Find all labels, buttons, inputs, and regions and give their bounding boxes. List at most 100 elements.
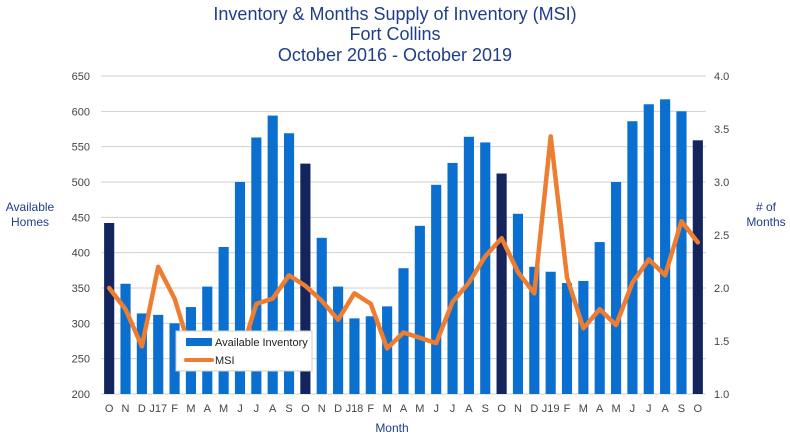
inventory-bar xyxy=(561,283,573,394)
x-tick-label: S xyxy=(482,403,489,415)
inventory-bar xyxy=(496,173,507,394)
inventory-bar xyxy=(153,314,164,394)
x-tick-label: J xyxy=(646,403,652,415)
x-tick-label: M xyxy=(611,403,620,415)
x-tick-label: J xyxy=(450,403,456,415)
inventory-bar xyxy=(414,225,425,394)
x-tick-label: O xyxy=(497,403,506,415)
left-axis-title-line-2: Homes xyxy=(11,215,49,229)
inventory-bar xyxy=(594,242,605,394)
x-tick-label: A xyxy=(400,403,408,415)
inventory-bar xyxy=(349,318,360,394)
right-tick-label: 2.5 xyxy=(714,230,729,242)
left-axis-title-line-1: Available xyxy=(6,200,55,214)
right-tick-label: 4.0 xyxy=(714,71,729,83)
right-axis-title-line-2: Months xyxy=(746,215,785,229)
x-tick-label: A xyxy=(269,403,277,415)
x-tick-label: O xyxy=(301,403,310,415)
x-tick-label: F xyxy=(171,403,178,415)
x-tick-label: D xyxy=(138,403,146,415)
x-tick-label: M xyxy=(579,403,588,415)
x-tick-label: F xyxy=(564,403,571,415)
inventory-bar xyxy=(463,136,474,395)
right-tick-label: 3.5 xyxy=(714,124,729,136)
x-tick-label: N xyxy=(318,403,326,415)
right-tick-label: 1.0 xyxy=(714,389,729,401)
inventory-bar xyxy=(120,283,131,394)
left-tick-label: 300 xyxy=(72,318,90,330)
chart-title: Inventory & Months Supply of Inventory (… xyxy=(213,4,576,65)
legend-swatch-available-inventory xyxy=(186,338,212,346)
right-axis-ticks: 4.0 3.5 3.0 2.5 2.0 1.5 1.0 xyxy=(714,71,729,401)
x-tick-label: J17 xyxy=(149,403,167,415)
inventory-bar xyxy=(104,222,115,394)
left-axis-ticks: 650 600 550 500 450 400 350 300 250 200 xyxy=(72,71,90,401)
chart-title-line-2: Fort Collins xyxy=(349,24,440,44)
x-tick-label: D xyxy=(334,403,342,415)
x-tick-label: M xyxy=(383,403,392,415)
x-tick-label: N xyxy=(122,403,130,415)
left-tick-label: 500 xyxy=(72,177,90,189)
x-tick-label: D xyxy=(530,403,538,415)
right-axis-title-line-1: # of xyxy=(756,200,777,214)
inventory-bar xyxy=(529,266,540,394)
x-tick-label: J xyxy=(254,403,260,415)
legend-label-msi: MSI xyxy=(215,355,235,367)
inventory-bar xyxy=(169,323,180,394)
inventory-bar xyxy=(512,213,524,394)
inventory-bar xyxy=(643,104,654,395)
inventory-bar xyxy=(316,237,327,394)
legend-box xyxy=(175,330,313,372)
x-tick-label: O xyxy=(694,403,703,415)
chart-title-line-1: Inventory & Months Supply of Inventory (… xyxy=(213,4,576,24)
inventory-bar xyxy=(267,115,278,394)
x-tick-label: J xyxy=(433,403,439,415)
inventory-bar xyxy=(660,99,671,394)
x-tick-label: S xyxy=(285,403,292,415)
left-tick-label: 550 xyxy=(72,142,90,154)
x-tick-label: S xyxy=(678,403,685,415)
bar-series xyxy=(104,99,703,395)
x-tick-label: J xyxy=(237,403,243,415)
inventory-bar xyxy=(136,313,147,394)
x-tick-label: J19 xyxy=(542,403,560,415)
x-tick-label: J18 xyxy=(346,403,364,415)
legend: Available Inventory MSI xyxy=(175,330,313,372)
inventory-bar xyxy=(234,182,246,394)
inventory-bar xyxy=(447,162,458,394)
right-tick-label: 2.0 xyxy=(714,283,729,295)
inventory-bar xyxy=(365,316,376,394)
left-tick-label: 200 xyxy=(72,389,90,401)
x-tick-label: A xyxy=(465,403,473,415)
inventory-bar xyxy=(480,142,491,394)
inventory-bar xyxy=(251,137,262,395)
x-tick-label: M xyxy=(415,403,424,415)
inventory-bar xyxy=(610,182,622,394)
left-tick-label: 350 xyxy=(72,283,90,295)
inventory-bar xyxy=(578,280,589,394)
x-tick-label: M xyxy=(186,403,195,415)
legend-label-available-inventory: Available Inventory xyxy=(215,337,308,349)
x-tick-label: A xyxy=(204,403,212,415)
inventory-bar xyxy=(218,247,229,394)
left-tick-label: 400 xyxy=(72,248,90,260)
inventory-bar xyxy=(333,286,344,394)
right-tick-label: 3.0 xyxy=(714,177,729,189)
x-tick-label: J xyxy=(630,403,636,415)
inventory-bar xyxy=(676,111,687,394)
left-tick-label: 450 xyxy=(72,212,90,224)
left-tick-label: 650 xyxy=(72,71,90,83)
inventory-bar xyxy=(545,271,556,394)
x-tick-label: M xyxy=(219,403,228,415)
left-tick-label: 250 xyxy=(72,354,90,366)
inventory-bar xyxy=(627,121,638,394)
inventory-bar xyxy=(431,184,442,394)
right-tick-label: 1.5 xyxy=(714,336,729,348)
x-tick-label: A xyxy=(596,403,604,415)
x-tick-label: O xyxy=(105,403,114,415)
x-tick-label: A xyxy=(661,403,669,415)
left-tick-label: 600 xyxy=(72,106,90,118)
chart-title-line-3: October 2016 - October 2019 xyxy=(278,45,512,65)
x-axis-ticks: O N D J17 F M A M J J A S O N D J18 F M A M J J A S O N D J19 F M A M J J… xyxy=(105,403,703,415)
